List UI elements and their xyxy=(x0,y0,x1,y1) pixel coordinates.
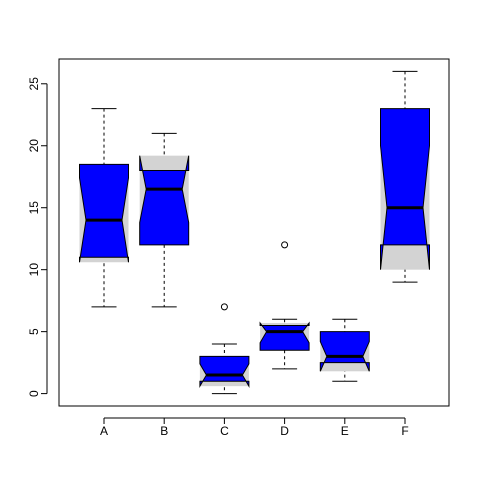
box-B xyxy=(139,132,190,308)
x-tick-label: C xyxy=(220,424,229,438)
x-tick-label: D xyxy=(280,424,289,438)
box-body xyxy=(139,155,190,246)
boxes-layer xyxy=(79,70,430,395)
outlier-point xyxy=(220,303,228,311)
outlier-point xyxy=(281,241,289,249)
y-tick-label: 0 xyxy=(27,390,41,397)
box-E xyxy=(319,318,370,382)
x-axis: A B C D E F xyxy=(100,417,409,438)
box-body xyxy=(79,163,129,263)
box-body xyxy=(319,331,370,372)
x-tick-label: F xyxy=(401,424,408,438)
y-tick-label: 15 xyxy=(27,201,41,215)
y-tick-label: 20 xyxy=(27,139,41,153)
box-F xyxy=(380,70,430,283)
box-D xyxy=(259,241,310,370)
box-body xyxy=(199,355,250,389)
y-tick-label: 25 xyxy=(27,77,41,91)
box-A xyxy=(79,108,129,308)
box-C xyxy=(199,303,250,395)
x-tick-label: E xyxy=(341,424,349,438)
y-axis: 0 5 10 15 20 25 xyxy=(27,77,48,397)
y-tick-label: 5 xyxy=(27,328,41,335)
y-tick-label: 10 xyxy=(27,263,41,277)
plot-frame xyxy=(58,58,450,407)
box-body xyxy=(259,321,310,351)
x-tick-label: A xyxy=(100,424,108,438)
x-tick-label: B xyxy=(160,424,168,438)
box-body xyxy=(380,108,430,270)
